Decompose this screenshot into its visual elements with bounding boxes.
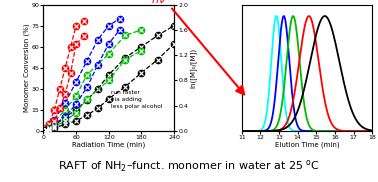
Text: RAFT of NH$_2$–funct. monomer in water at 25 $\rm ^oC$: RAFT of NH$_2$–funct. monomer in water a… bbox=[58, 158, 320, 174]
Y-axis label: ln([M]₀/[M]): ln([M]₀/[M]) bbox=[189, 48, 196, 88]
Y-axis label: Monomer Conversion (%): Monomer Conversion (%) bbox=[23, 23, 30, 112]
X-axis label: Radiation Time (min): Radiation Time (min) bbox=[72, 142, 146, 148]
Text: $h\nu$: $h\nu$ bbox=[151, 0, 166, 5]
Text: run faster
via adding
less polar alcohol: run faster via adding less polar alcohol bbox=[112, 90, 163, 109]
X-axis label: Elution Time (min): Elution Time (min) bbox=[275, 142, 339, 148]
